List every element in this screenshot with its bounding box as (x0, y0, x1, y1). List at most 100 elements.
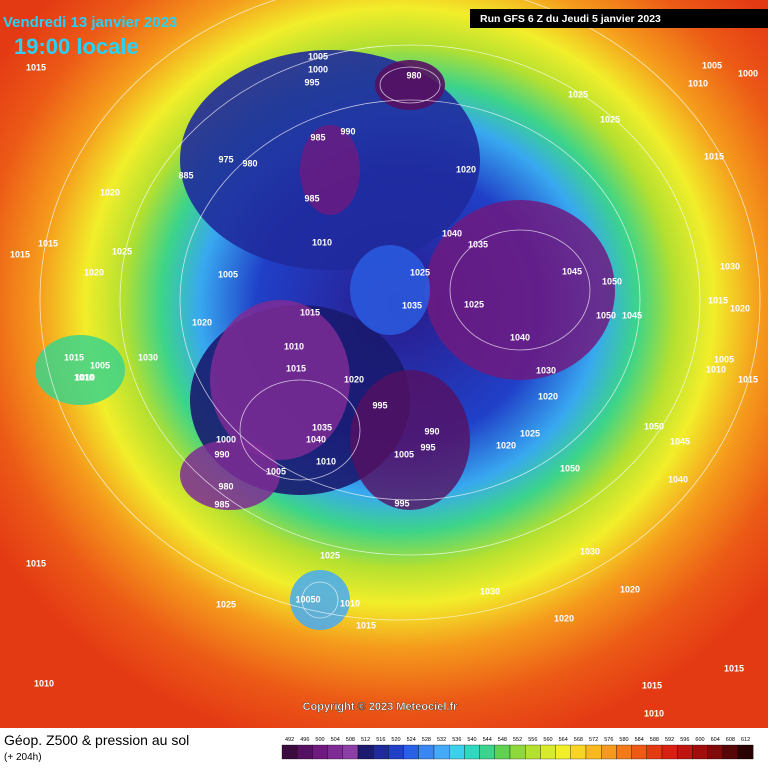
legend-swatch (570, 744, 587, 760)
isobar-label: 1000 (216, 434, 236, 444)
isobar-label: 1010 (340, 598, 360, 608)
legend-swatch (357, 744, 374, 760)
legend-level: 596 (680, 737, 689, 743)
legend-swatch (707, 744, 723, 760)
legend-swatch (631, 744, 647, 760)
legend-level: 508 (346, 737, 355, 743)
forecast-date: Vendredi 13 janvier 2023 (3, 14, 177, 31)
legend-level: 600 (695, 737, 704, 743)
isobar-label: 1005 (714, 354, 734, 364)
legend-swatch (540, 744, 556, 760)
isobar-label: 1005 (266, 466, 286, 476)
legend-level: 572 (589, 737, 598, 743)
isobar-label: 1050 (560, 463, 580, 473)
isobar-label: 1010 (312, 237, 332, 247)
isobar-label: 990 (424, 426, 439, 436)
isobar-label: 985 (310, 132, 325, 142)
isobar-label: 1030 (536, 365, 556, 375)
isobar-label: 1030 (720, 261, 740, 271)
isobar-label: 1005 (394, 449, 414, 459)
isobar-label: 1015 (286, 363, 306, 373)
legend-level: 536 (452, 737, 461, 743)
legend-swatch (692, 744, 708, 760)
isobar-label: 1010 (316, 456, 336, 466)
isobar-label: 1010 (74, 372, 94, 382)
legend-level: 568 (574, 737, 583, 743)
isobar-label: 995 (304, 77, 319, 87)
trough (300, 125, 360, 215)
isobar-label: 1015 (724, 663, 744, 673)
isobar-label: 975 (218, 154, 233, 164)
legend-level: 512 (361, 737, 370, 743)
legend-swatch (403, 744, 419, 760)
isobar (379, 66, 441, 104)
isobar-label: 1005 (702, 60, 722, 70)
legend-level: 524 (407, 737, 416, 743)
isobar-label: 980 (242, 158, 257, 168)
isobar-label: 1015 (38, 238, 58, 248)
isobar-label: 1045 (562, 266, 582, 276)
legend-swatch (525, 744, 541, 760)
isobar-label: 1050 (644, 421, 664, 431)
trough (375, 60, 445, 110)
isobar-label: 1020 (456, 164, 476, 174)
isobar (39, 0, 761, 621)
isobar (301, 581, 339, 619)
isobar-label: 1025 (112, 246, 132, 256)
isobar-label: 1000 (738, 68, 758, 78)
isobar-label: 1030 (138, 352, 158, 362)
isobar-label: 1050 (596, 310, 616, 320)
legend-level: 564 (559, 737, 568, 743)
isobar-label: 995 (394, 498, 409, 508)
legend-level: 544 (483, 737, 492, 743)
legend-level: 492 (285, 737, 294, 743)
isobars (39, 0, 761, 621)
legend-level: 504 (331, 737, 340, 743)
isobar-label: 1015 (64, 352, 84, 362)
legend-swatch (312, 744, 328, 760)
isobar-label: 1025 (600, 114, 620, 124)
isobar-label: 1025 (216, 599, 236, 609)
legend-swatch (479, 744, 495, 760)
isobar-label: 1015 (642, 680, 662, 690)
isobar-label: 1010 (34, 678, 54, 688)
legend-swatch (297, 744, 313, 760)
legend-level: 528 (422, 737, 431, 743)
isobar-label: 1020 (344, 374, 364, 384)
legend-level: 592 (665, 737, 674, 743)
isobar-label: 980 (406, 70, 421, 80)
trough (350, 370, 470, 510)
isobar-label: 1020 (554, 613, 574, 623)
isobar-label: 1015 (738, 374, 758, 384)
isobar-label: 1020 (84, 267, 104, 277)
legend-swatch (601, 744, 617, 760)
isobar-label: 1015 (708, 295, 728, 305)
legend-swatch (433, 744, 450, 760)
legend-level: 532 (437, 737, 446, 743)
isobar-label: 1015 (704, 151, 724, 161)
isobar-label: 1010 (644, 708, 664, 718)
isobar-label: 1040 (668, 474, 688, 484)
isobar-label: 985 (214, 499, 229, 509)
legend-swatch (555, 744, 571, 760)
isobar-label: 1010 (75, 372, 95, 382)
legend-swatch (281, 744, 298, 760)
isobar-label: 1020 (730, 303, 750, 313)
isobar-label: 1020 (496, 440, 516, 450)
isobar-label: 1005 (218, 269, 238, 279)
isobar (119, 44, 701, 556)
legend-level: 500 (315, 737, 324, 743)
isobar-label: 1015 (10, 249, 30, 259)
isobar-label: 1050 (602, 276, 622, 286)
legend-swatch (464, 744, 480, 760)
isobar (239, 379, 361, 481)
isobar-label: 990 (340, 126, 355, 136)
trough (425, 200, 615, 380)
isobar-label: 1010 (688, 78, 708, 88)
isobar-label: 1015 (26, 558, 46, 568)
isobar-label: 1025 (320, 550, 340, 560)
isobar-label: 1015 (356, 620, 376, 630)
legend-swatch (722, 744, 739, 760)
isobar-label: 1020 (192, 317, 212, 327)
